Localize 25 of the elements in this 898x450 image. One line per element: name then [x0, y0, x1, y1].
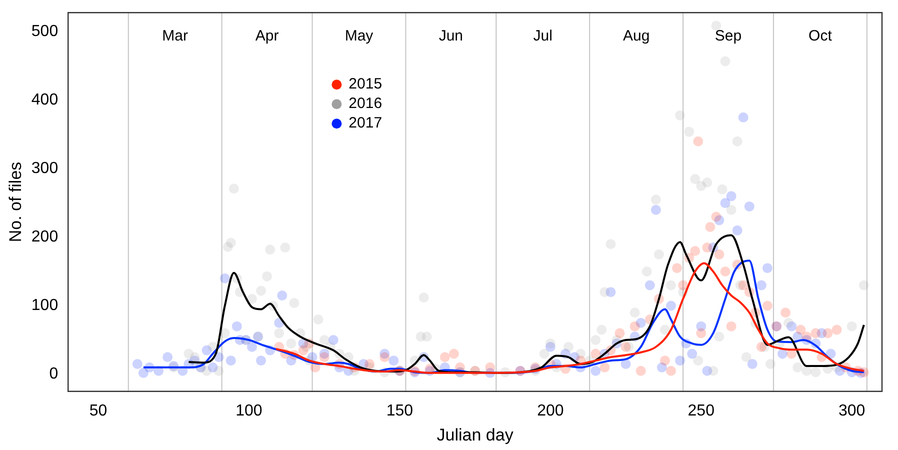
annotation: Apr [255, 28, 279, 45]
x-tick-label: 100 [236, 402, 262, 420]
annotation: Jun [438, 28, 464, 45]
annotation: Sep [714, 28, 742, 45]
legend-label: 2016 [348, 95, 382, 112]
x-tick-label: 300 [838, 402, 866, 420]
legend-label: 2015 [348, 76, 382, 93]
x-tick-label: 250 [688, 402, 715, 420]
y-tick-label: 400 [31, 92, 58, 109]
legend-label: 2017 [348, 114, 382, 132]
y-tick-label: 500 [31, 23, 58, 40]
y-tick-label: 0 [49, 366, 58, 383]
y-tick-label: 300 [31, 160, 58, 178]
y-axis-title: No. of files [6, 162, 25, 242]
annotation: May [344, 28, 374, 45]
x-axis-title: Julian day [436, 425, 514, 444]
x-tick-label: 150 [386, 402, 414, 420]
annotation: Jul [533, 28, 552, 45]
annotation: Oct [808, 28, 833, 45]
annotation: Mar [162, 28, 188, 45]
x-tick-label: 50 [89, 402, 108, 420]
x-tick-label: 200 [537, 402, 564, 420]
y-tick-label: 200 [31, 228, 58, 246]
annotation: Aug [622, 28, 650, 45]
y-tick-label: 100 [31, 297, 58, 314]
